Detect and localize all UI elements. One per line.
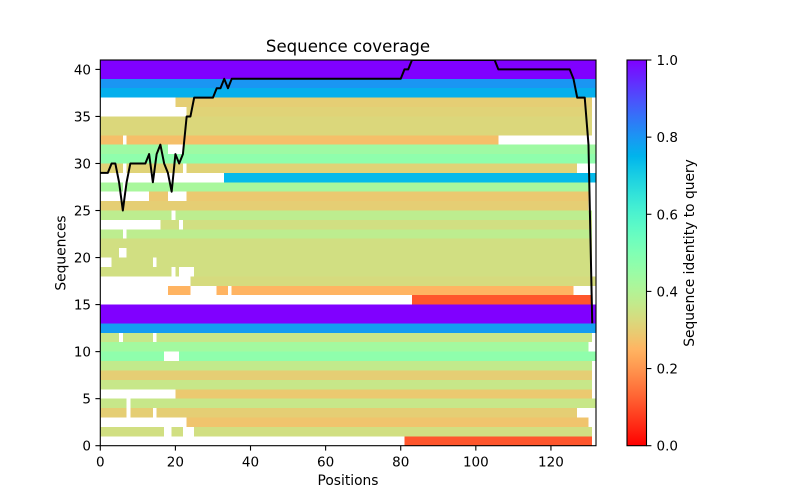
x-tick-label: 80 bbox=[392, 455, 409, 471]
x-tick-label: 100 bbox=[463, 455, 489, 471]
colorbar-label: Sequence identity to query bbox=[682, 159, 698, 347]
msa-row-segment bbox=[100, 426, 165, 437]
msa-row-segment bbox=[126, 182, 589, 192]
msa-row-segment bbox=[100, 69, 597, 79]
msa-row-segment bbox=[100, 266, 172, 277]
msa-row-segment bbox=[111, 257, 153, 267]
coverage-line bbox=[100, 60, 594, 324]
y-axis: 0 5 10 15 20 25 30 35 40 bbox=[74, 62, 101, 455]
msa-row-segment bbox=[100, 135, 123, 145]
msa-row-segment bbox=[179, 351, 596, 362]
x-tick-label: 20 bbox=[167, 455, 184, 471]
x-axis: 0 20 40 60 80 100 120 bbox=[96, 445, 564, 471]
x-tick-label: 120 bbox=[538, 455, 564, 471]
msa-row-segment bbox=[171, 426, 183, 437]
msa-row-segment bbox=[130, 398, 597, 409]
msa-row-segment bbox=[100, 229, 123, 239]
colorbar-tick-label: 0.0 bbox=[657, 439, 678, 455]
msa-row-segment bbox=[100, 116, 593, 126]
msa-row-segment bbox=[100, 60, 597, 70]
y-tick-label: 5 bbox=[82, 392, 91, 408]
msa-row-segment bbox=[126, 229, 593, 239]
msa-row-segment bbox=[100, 88, 597, 98]
msa-row-segment bbox=[130, 408, 153, 418]
msa-row-segment bbox=[224, 172, 596, 183]
msa-row-segment bbox=[186, 163, 578, 173]
colorbar-axis: 0.0 0.2 0.4 0.6 0.8 1.0 bbox=[646, 53, 678, 455]
msa-row-segment bbox=[100, 408, 127, 418]
msa-row-segment bbox=[100, 313, 597, 324]
y-tick-label: 40 bbox=[74, 62, 91, 78]
msa-row-segment bbox=[194, 266, 593, 277]
msa-row-segment bbox=[216, 285, 228, 296]
msa-row-segment bbox=[411, 295, 593, 305]
msa-row-segment bbox=[175, 210, 593, 220]
y-tick-label: 0 bbox=[82, 439, 91, 455]
plot-frame bbox=[99, 59, 597, 447]
msa-row-segment bbox=[100, 238, 593, 249]
msa-row-segment bbox=[182, 144, 596, 155]
msa-row-segment bbox=[167, 285, 191, 296]
colorbar-tick-label: 0.4 bbox=[657, 284, 678, 300]
y-tick-label: 20 bbox=[74, 251, 91, 267]
chart-title: Sequence coverage bbox=[266, 37, 430, 56]
x-tick-label: 40 bbox=[242, 455, 259, 471]
colorbar-tick-label: 0.2 bbox=[657, 362, 678, 378]
y-tick-label: 25 bbox=[74, 204, 91, 220]
msa-row-segment bbox=[100, 351, 165, 362]
msa-row-segment bbox=[190, 276, 596, 286]
msa-row-segment bbox=[100, 144, 168, 155]
msa-row-segment bbox=[100, 361, 593, 371]
y-tick-label: 35 bbox=[74, 109, 91, 125]
msa-row-segment bbox=[194, 426, 593, 437]
msa-row-segment bbox=[231, 285, 574, 296]
msa-heatmap bbox=[100, 60, 597, 446]
msa-row-segment bbox=[100, 163, 123, 173]
msa-row-segment bbox=[100, 332, 120, 343]
msa-row-segment bbox=[100, 379, 593, 390]
msa-row-segment bbox=[100, 201, 589, 211]
x-axis-label: Positions bbox=[318, 473, 379, 489]
msa-row-segment bbox=[156, 332, 593, 343]
msa-row-segment bbox=[182, 219, 593, 230]
msa-row-segment bbox=[186, 107, 593, 117]
msa-row-segment bbox=[100, 248, 120, 258]
msa-row-segment bbox=[100, 323, 597, 333]
msa-row-segment bbox=[175, 97, 593, 108]
x-tick-label: 60 bbox=[317, 455, 334, 471]
msa-row-segment bbox=[186, 191, 589, 202]
msa-row-segment bbox=[100, 182, 123, 192]
msa-row-segment bbox=[156, 408, 578, 418]
colorbar-tick-label: 0.8 bbox=[657, 130, 678, 146]
msa-row-segment bbox=[100, 304, 597, 314]
msa-row-segment bbox=[100, 398, 127, 409]
msa-row-segment bbox=[122, 332, 153, 343]
msa-row-segment bbox=[126, 248, 593, 258]
msa-row-segment bbox=[404, 436, 593, 446]
colorbar bbox=[626, 59, 648, 447]
colorbar-tick-label: 0.6 bbox=[657, 207, 678, 223]
msa-row-segment bbox=[100, 154, 597, 164]
msa-row-segment bbox=[100, 78, 597, 89]
colorbar-tick-label: 1.0 bbox=[657, 53, 678, 69]
msa-row-segment bbox=[100, 342, 589, 352]
x-tick-label: 0 bbox=[96, 455, 105, 471]
msa-row-segment bbox=[160, 219, 180, 230]
msa-row-segment bbox=[100, 125, 593, 136]
msa-row-segment bbox=[175, 266, 180, 277]
msa-row-segment bbox=[175, 389, 593, 399]
msa-row-segment bbox=[126, 135, 499, 145]
msa-row-segment bbox=[186, 417, 589, 427]
y-axis-label: Sequences bbox=[54, 215, 70, 290]
y-tick-label: 10 bbox=[74, 345, 91, 361]
y-tick-label: 30 bbox=[74, 156, 91, 172]
msa-row-segment bbox=[156, 257, 593, 267]
msa-row-segment bbox=[100, 370, 593, 380]
y-tick-label: 15 bbox=[74, 298, 91, 314]
msa-row-segment bbox=[149, 191, 168, 202]
msa-row-segment bbox=[100, 210, 172, 220]
